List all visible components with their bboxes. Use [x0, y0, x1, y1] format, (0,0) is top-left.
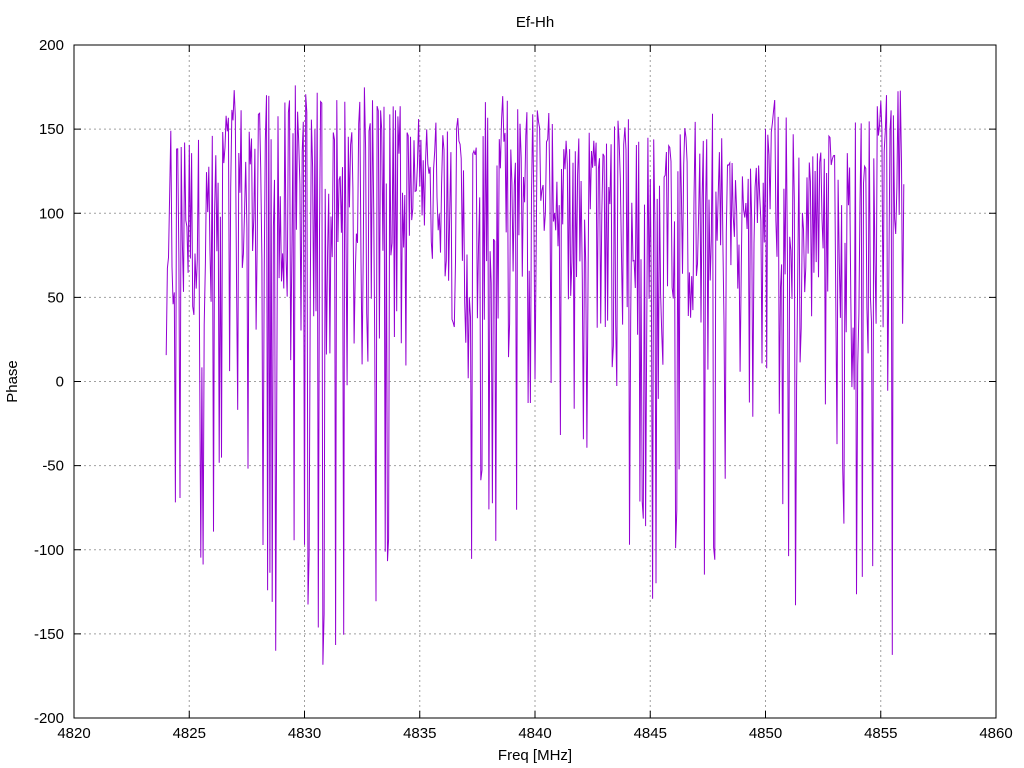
chart-title: Ef-Hh — [516, 14, 554, 31]
y-tick-label: 50 — [47, 289, 64, 306]
x-tick-label: 4840 — [518, 725, 551, 742]
phase-series-line — [165, 85, 905, 665]
x-tick-label: 4850 — [749, 725, 782, 742]
tick-marks — [73, 44, 997, 719]
y-tick-label: -200 — [34, 710, 64, 727]
series-layer — [165, 85, 905, 665]
x-tick-label: 4845 — [634, 725, 667, 742]
y-tick-label: -50 — [42, 458, 64, 475]
grid-lines — [74, 45, 996, 718]
y-axis-label: Phase — [4, 360, 21, 403]
y-tick-labels: -200 -150 -100 -50 0 50 100 150 200 — [34, 37, 64, 727]
y-tick-label: 100 — [39, 205, 64, 222]
x-tick-labels: 4820 4825 4830 4835 4840 4845 4850 4855 4860 — [57, 725, 1012, 742]
x-axis-label: Freq [MHz] — [498, 747, 572, 764]
y-tick-label: 0 — [56, 374, 64, 391]
x-tick-label: 4855 — [864, 725, 897, 742]
y-tick-label: -150 — [34, 626, 64, 643]
x-tick-label: 4825 — [173, 725, 206, 742]
x-tick-label: 4860 — [979, 725, 1012, 742]
x-tick-label: 4820 — [57, 725, 90, 742]
y-tick-label: 150 — [39, 121, 64, 138]
x-tick-label: 4835 — [403, 725, 436, 742]
y-tick-label: -100 — [34, 542, 64, 559]
x-tick-label: 4830 — [288, 725, 321, 742]
y-tick-label: 200 — [39, 37, 64, 54]
